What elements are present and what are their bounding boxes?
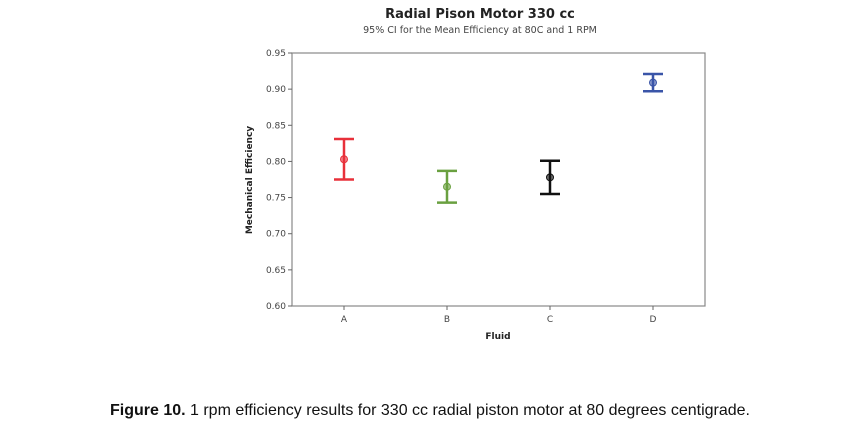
y-tick-label: 0.80 bbox=[266, 157, 286, 167]
x-tick-label: A bbox=[341, 315, 348, 325]
y-tick-label: 0.85 bbox=[266, 121, 286, 131]
figure-caption: Figure 10. 1 rpm efficiency results for … bbox=[0, 402, 860, 420]
y-tick-label: 0.60 bbox=[266, 302, 286, 312]
interval-A bbox=[334, 137, 354, 181]
chart-title: Radial Pison Motor 330 cc bbox=[385, 7, 575, 22]
x-axis-label: Fluid bbox=[485, 332, 510, 342]
chart-subtitle: 95% CI for the Mean Efficiency at 80C an… bbox=[363, 25, 597, 36]
caption-text: 1 rpm efficiency results for 330 cc radi… bbox=[185, 402, 750, 419]
mean-point bbox=[340, 155, 348, 164]
caption-label: Figure 10. bbox=[109, 402, 186, 419]
plot-area bbox=[291, 52, 706, 307]
y-tick-label: 0.70 bbox=[266, 230, 286, 240]
x-tick-label: C bbox=[547, 315, 553, 325]
x-tick-label: D bbox=[650, 315, 657, 325]
mean-point bbox=[546, 173, 554, 182]
y-tick-label: 0.90 bbox=[266, 85, 286, 95]
interval-chart: Radial Pison Motor 330 cc 95% CI for the… bbox=[245, 7, 706, 342]
y-axis-label: Mechanical Efficiency bbox=[245, 126, 255, 234]
mean-point bbox=[649, 78, 657, 87]
interval-C bbox=[540, 159, 560, 196]
interval-B bbox=[437, 169, 457, 204]
mean-point bbox=[443, 182, 451, 191]
y-tick-label: 0.95 bbox=[266, 49, 286, 59]
y-tick-label: 0.65 bbox=[266, 266, 286, 276]
interval-D bbox=[643, 72, 663, 93]
y-tick-label: 0.75 bbox=[266, 194, 286, 204]
x-tick-label: B bbox=[444, 315, 450, 325]
